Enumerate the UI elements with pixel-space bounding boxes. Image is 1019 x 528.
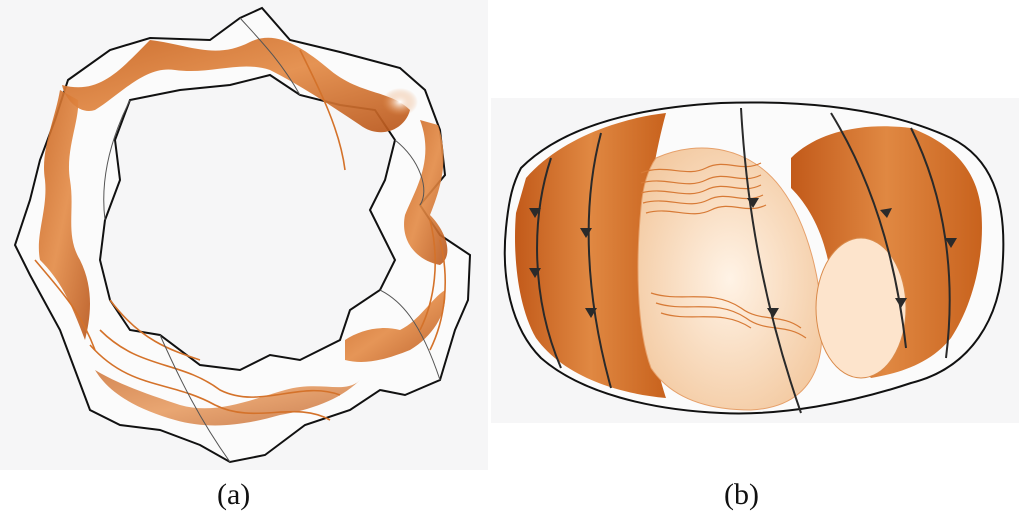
panel-a-figure: [0, 0, 488, 470]
caption-a: (a): [217, 478, 251, 511]
cutaway-torus-illustration: [503, 101, 1005, 415]
inner-boundary-curve: [98, 73, 397, 372]
ribbon-edge-lines: [103, 17, 441, 463]
right-inner-disc: [815, 237, 907, 379]
orange-band-right: [404, 120, 448, 265]
orange-band-bottom-right: [345, 290, 446, 362]
ribbon-torus-illustration: [13, 6, 472, 464]
highlight-spot: [382, 88, 418, 116]
field-lines: [536, 107, 951, 414]
caption-b: (b): [724, 478, 759, 511]
field-line-arrows: [529, 198, 957, 318]
ruffled-filaments: [640, 162, 807, 339]
panel-b-figure: [491, 98, 1019, 423]
filament-lines: [34, 49, 446, 421]
orange-band-left: [38, 90, 90, 340]
orange-band-top: [62, 37, 410, 133]
left-shell-surface: [515, 113, 666, 398]
